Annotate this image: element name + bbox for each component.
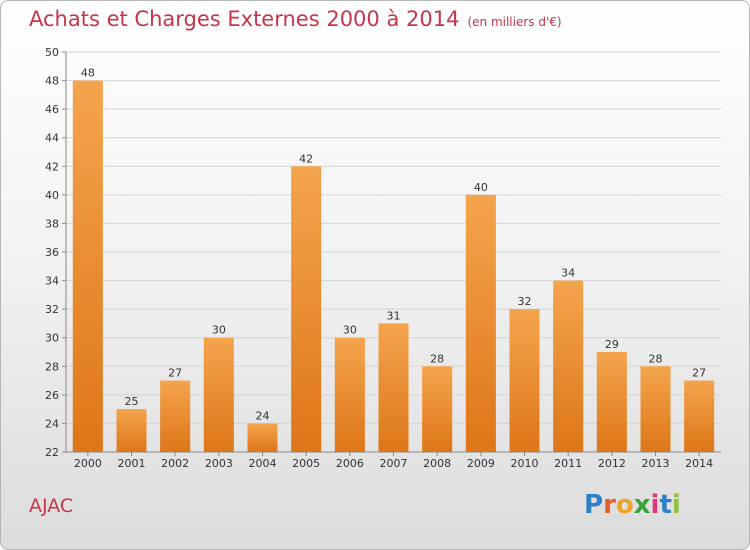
data-label: 25 <box>125 395 139 408</box>
x-tick-label: 2001 <box>118 457 146 470</box>
bar <box>640 366 671 452</box>
x-tick-label: 2011 <box>554 457 582 470</box>
y-tick-label: 24 <box>45 417 59 430</box>
y-tick-label: 22 <box>45 446 59 459</box>
data-label: 27 <box>168 367 182 380</box>
x-tick-label: 2008 <box>423 457 451 470</box>
y-tick-label: 36 <box>45 246 59 259</box>
bar-overlay <box>160 380 191 452</box>
data-label: 30 <box>343 324 357 337</box>
x-tick-label: 2002 <box>161 457 189 470</box>
data-label: 28 <box>649 352 663 365</box>
chart-subtitle: (en milliers d'€) <box>467 15 562 29</box>
y-tick-label: 46 <box>45 103 59 116</box>
proxiti-logo: Proxiti <box>584 490 681 520</box>
bar <box>291 166 322 453</box>
y-tick-label: 26 <box>45 389 59 402</box>
data-label: 40 <box>474 181 488 194</box>
y-tick-label: 44 <box>45 132 59 145</box>
bar <box>247 423 278 452</box>
bar-overlay <box>378 323 409 452</box>
data-label: 42 <box>299 152 313 165</box>
x-tick-label: 2003 <box>205 457 233 470</box>
x-tick-label: 2005 <box>292 457 320 470</box>
bars <box>72 80 715 453</box>
title-text: Achats et Charges Externes 2000 à 2014 <box>29 7 460 31</box>
bar-overlay <box>203 337 234 452</box>
x-tick-label: 2004 <box>249 457 277 470</box>
data-label: 34 <box>561 267 575 280</box>
y-tick-label: 32 <box>45 303 59 316</box>
commune-name: AJAC <box>29 495 74 517</box>
logo-letter: o <box>615 490 634 520</box>
bar <box>684 380 715 452</box>
data-label: 31 <box>387 309 401 322</box>
y-tick-label: 40 <box>45 189 59 202</box>
bar <box>116 409 147 452</box>
y-tick-label: 50 <box>45 46 59 59</box>
labels: 22 24 26 28 30 32 34 36 38 40 42 44 46 48 50 48 2000 25 20… <box>45 46 713 470</box>
x-tick-label: 2013 <box>642 457 670 470</box>
bar <box>422 366 453 452</box>
bar-overlay <box>640 366 671 452</box>
y-tick-label: 30 <box>45 332 59 345</box>
bar-overlay <box>334 337 365 452</box>
logo-letter: i <box>650 490 660 520</box>
logo-letter: x <box>633 490 651 520</box>
x-tick-label: 2009 <box>467 457 495 470</box>
logo-letter: t <box>659 490 672 520</box>
bar <box>553 280 584 452</box>
bar <box>160 380 191 452</box>
y-tick-label: 48 <box>45 75 59 88</box>
bar-overlay <box>509 309 540 452</box>
bar-overlay <box>116 409 147 452</box>
bar <box>334 337 365 452</box>
x-tick-label: 2007 <box>380 457 408 470</box>
data-label: 24 <box>256 409 270 422</box>
bar <box>203 337 234 452</box>
x-tick-label: 2014 <box>685 457 713 470</box>
bar-overlay <box>72 80 103 453</box>
data-label: 29 <box>605 338 619 351</box>
bar-overlay <box>291 166 322 453</box>
data-label: 48 <box>81 67 95 80</box>
x-tick-label: 2012 <box>598 457 626 470</box>
axes <box>62 51 721 456</box>
bar-overlay <box>247 423 278 452</box>
data-label: 32 <box>518 295 532 308</box>
bar-overlay <box>422 366 453 452</box>
bar-overlay <box>596 352 627 452</box>
logo-letter: P <box>584 490 604 520</box>
y-tick-label: 28 <box>45 360 59 373</box>
bar-overlay <box>553 280 584 452</box>
x-tick-label: 2006 <box>336 457 364 470</box>
bar <box>596 352 627 452</box>
y-tick-label: 38 <box>45 217 59 230</box>
logo-letter: i <box>671 490 681 520</box>
y-tick-label: 34 <box>45 275 59 288</box>
x-tick-label: 2000 <box>74 457 102 470</box>
bar-overlay <box>684 380 715 452</box>
chart-title: Achats et Charges Externes 2000 à 2014 (e… <box>29 7 562 31</box>
bar <box>509 309 540 452</box>
bar <box>378 323 409 452</box>
x-tick-label: 2010 <box>511 457 539 470</box>
data-label: 27 <box>692 367 706 380</box>
logo-letter: r <box>603 490 616 520</box>
data-label: 30 <box>212 324 226 337</box>
bar <box>465 194 496 452</box>
bar-overlay <box>465 194 496 452</box>
data-label: 28 <box>430 352 444 365</box>
y-tick-label: 42 <box>45 160 59 173</box>
bar <box>72 80 103 453</box>
